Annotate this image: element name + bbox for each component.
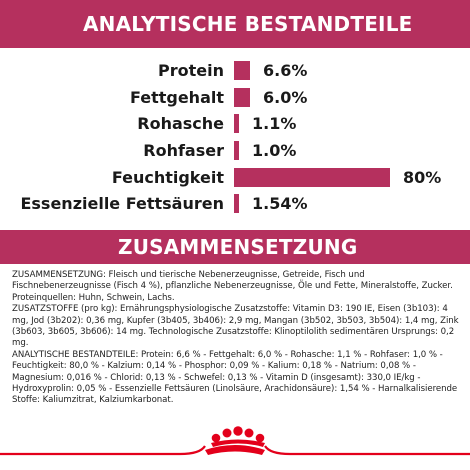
composition-title: ZUSAMMENSETZUNG: [118, 235, 358, 259]
analysis-row-value: 6.6%: [263, 61, 308, 80]
analysis-row-value: 6.0%: [263, 87, 308, 107]
analysis-title: ANALYTISCHE BESTANDTEILE: [83, 12, 413, 36]
analysis-row-label: Feuchtigkeit: [111, 167, 224, 187]
analysis-row: Protein 6.6%: [0, 58, 470, 85]
analysis-row-label: Essenzielle Fettsäuren: [20, 194, 224, 214]
analysis-row-label: Rohasche: [137, 114, 224, 134]
analysis-row-label: Protein: [158, 61, 224, 80]
composition-paragraph: ANALYTISCHE BESTANDTEILE: Protein: 6,6 %…: [12, 349, 458, 406]
analysis-row-bar: [234, 194, 239, 214]
analysis-row-bar: [234, 141, 239, 161]
analysis-row-bar: [234, 114, 239, 134]
analysis-row-label: Fettgehalt: [129, 87, 224, 107]
analysis-row-label: Rohfaser: [143, 141, 224, 161]
analysis-row: Rohfaser 1.0%: [0, 138, 470, 165]
analysis-row: Feuchtigkeit 80%: [0, 165, 470, 192]
analysis-row-bar: [234, 87, 250, 107]
analysis-banner: ANALYTISCHE BESTANDTEILE: [0, 0, 470, 48]
composition-paragraph: ZUSATZSTOFFE (pro kg): Ernährungsphysiol…: [12, 304, 459, 349]
royal-canin-crown-icon: [0, 426, 470, 456]
composition-banner: ZUSAMMENSETZUNG: [0, 230, 470, 264]
analysis-row-value: 1.54%: [252, 194, 308, 214]
analysis-row: Essenzielle Fettsäuren 1.54%: [0, 191, 470, 218]
composition-text: ZUSAMMENSETZUNG: Fleisch und tierische N…: [12, 270, 464, 407]
composition-paragraph: ZUSAMMENSETZUNG: Fleisch und tierische N…: [12, 270, 453, 303]
analysis-row-value: 1.1%: [252, 114, 297, 134]
analysis-row-bar: [234, 61, 250, 80]
analysis-row-value: 80%: [403, 167, 442, 187]
analysis-rows: Protein 6.6% Fettgehalt 6.0% Rohasche 1.1% Roh…: [0, 58, 470, 218]
analysis-row: Fettgehalt 6.0%: [0, 85, 470, 112]
analysis-row-bar: [234, 167, 390, 187]
analysis-row-value: 1.0%: [252, 141, 297, 161]
analysis-row: Rohasche 1.1%: [0, 111, 470, 138]
